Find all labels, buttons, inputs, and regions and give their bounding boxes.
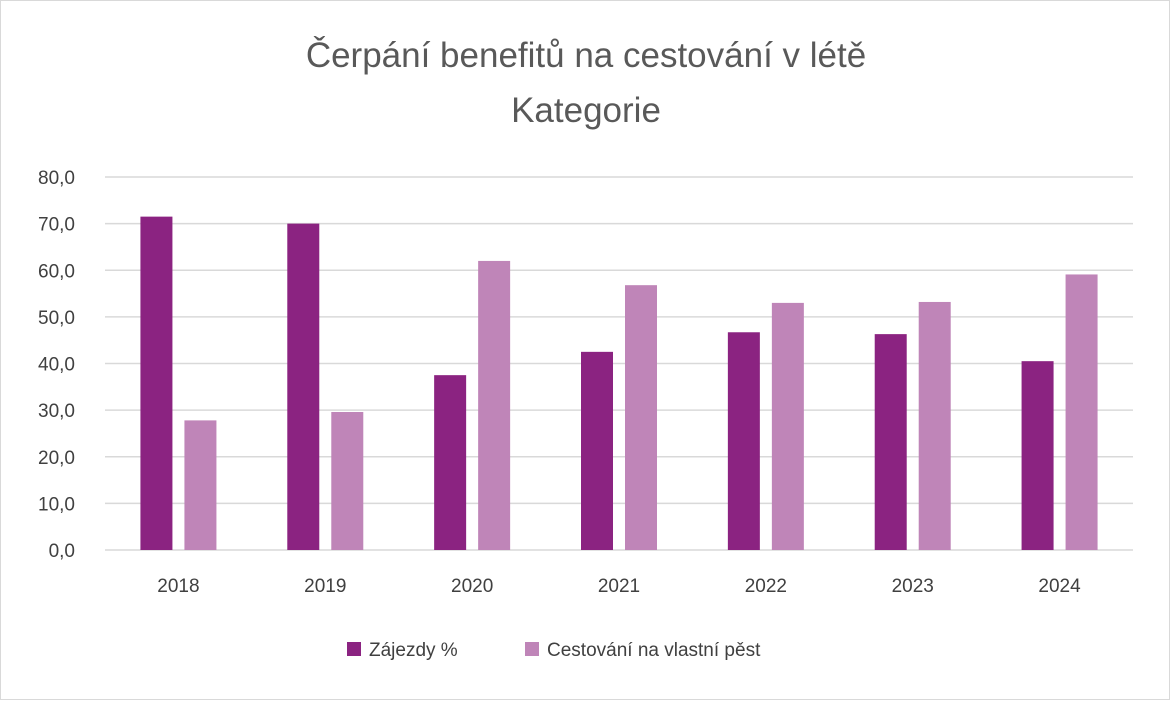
bar-vlastni-pest: [625, 285, 657, 550]
bar-zajezdy: [1021, 361, 1054, 550]
bar-zajezdy: [140, 216, 173, 550]
legend-swatch: [347, 642, 361, 656]
x-tick-label: 2021: [598, 576, 640, 597]
x-tick-label: 2020: [451, 576, 493, 597]
y-tick-label: 10,0: [38, 494, 75, 515]
y-tick-label: 80,0: [38, 168, 75, 189]
bar-vlastni-pest: [918, 301, 951, 550]
bar-zajezdy: [874, 334, 907, 550]
x-tick-label: 2018: [157, 576, 199, 597]
bar-zajezdy: [727, 332, 760, 550]
bar-vlastni-pest: [1065, 274, 1098, 550]
y-tick-label: 60,0: [38, 261, 75, 282]
legend: Zájezdy % Cestování na vlastní pěst: [347, 640, 761, 661]
y-tick-label: 50,0: [38, 308, 75, 329]
gridlines: [105, 176, 1133, 551]
bar-vlastni-pest: [184, 420, 217, 550]
legend-label: Zájezdy %: [369, 640, 458, 661]
y-axis-tick-labels: 0,0 10,0 20,0 30,0 40,0 50,0 60,0 70,0 80,0: [38, 168, 75, 562]
bar-vlastni-pest: [771, 302, 804, 550]
x-tick-label: 2022: [745, 576, 787, 597]
chart-subtitle: Kategorie: [511, 91, 661, 130]
bar-zajezdy: [434, 375, 467, 550]
legend-swatch: [525, 642, 539, 656]
x-tick-label: 2023: [892, 576, 934, 597]
bar-vlastni-pest: [478, 260, 511, 550]
x-tick-label: 2024: [1038, 576, 1081, 597]
y-tick-label: 0,0: [49, 541, 75, 562]
bars: [140, 216, 1098, 550]
bar-vlastni-pest: [331, 411, 364, 550]
bar-zajezdy: [287, 223, 320, 550]
x-axis-tick-labels: 2018 2019 2020 2021 2022 2023 2024: [157, 576, 1081, 597]
y-tick-label: 20,0: [38, 448, 75, 469]
chart-title: Čerpání benefitů na cestování v létě: [306, 36, 866, 75]
legend-label: Cestování na vlastní pěst: [547, 640, 761, 661]
y-tick-label: 30,0: [38, 401, 75, 422]
y-tick-label: 40,0: [38, 355, 75, 376]
bar-zajezdy: [581, 351, 613, 550]
y-tick-label: 70,0: [38, 215, 75, 236]
x-tick-label: 2019: [304, 576, 346, 597]
